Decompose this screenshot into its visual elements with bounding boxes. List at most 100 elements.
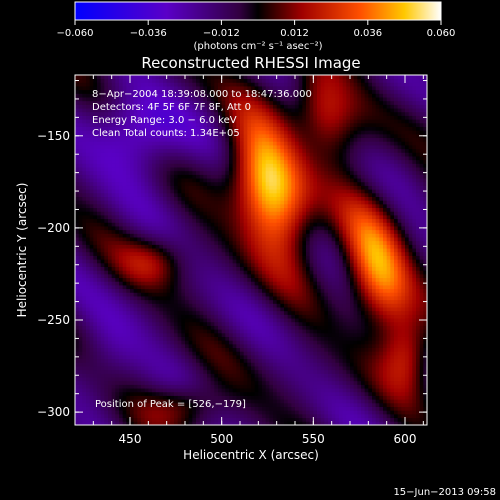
heatmap-cell [104,318,109,323]
heatmap-cell [214,78,219,83]
heatmap-cell [148,310,153,315]
heatmap-cell [115,137,120,142]
heatmap-cell [185,196,190,201]
heatmap-cell [196,358,201,363]
heatmap-cell [78,159,83,164]
heatmap-cell [174,152,179,157]
heatmap-cell [104,303,109,308]
heatmap-cell [174,285,179,290]
heatmap-cell [210,111,215,116]
heatmap-cell [225,388,230,393]
heatmap-cell [155,170,160,175]
heatmap-cell [251,226,256,231]
heatmap-cell [177,248,182,253]
heatmap-cell [196,285,201,290]
heatmap-cell [108,303,113,308]
heatmap-cell [148,262,153,267]
heatmap-cell [229,181,234,186]
heatmap-cell [262,203,267,209]
heatmap-cell [177,97,182,102]
heatmap-cell [196,380,201,385]
heatmap-cell [174,89,179,94]
heatmap-cell [133,111,138,116]
heatmap-cell [97,410,102,415]
heatmap-cell [170,395,175,400]
heatmap-cell [185,281,190,286]
heatmap-cell [174,196,179,201]
heatmap-cell [144,336,149,341]
heatmap-cell [115,388,120,393]
heatmap-cell [159,100,164,105]
heatmap-cell [155,196,160,201]
heatmap-cell [251,251,256,256]
heatmap-cell [225,207,230,212]
heatmap-cell [221,288,226,293]
heatmap-cell [137,100,142,105]
heatmap-cell [144,148,149,153]
heatmap-cell [188,310,193,315]
heatmap-cell [166,240,171,245]
heatmap-cell [229,277,234,282]
heatmap-cell [89,111,94,116]
heatmap-cell [254,292,259,297]
heatmap-cell [203,362,208,367]
heatmap-cell [163,262,168,267]
heatmap-cell [104,336,109,341]
heatmap-cell [126,137,131,142]
heatmap-cell [82,167,87,172]
heatmap-cell [133,122,138,127]
heatmap-cell [104,358,109,363]
heatmap-cell [240,273,245,279]
heatmap-cell [152,281,157,286]
heatmap-cell [78,321,83,326]
heatmap-cell [221,391,226,396]
heatmap-cell [166,189,171,194]
heatmap-cell [86,273,91,279]
heatmap-cell [247,122,252,127]
heatmap-cell [218,75,223,80]
heatmap-cell [232,233,237,238]
heatmap-cell [203,299,208,304]
heatmap-cell [133,115,138,120]
heatmap-cell [185,233,190,238]
heatmap-cell [177,89,182,94]
heatmap-cell [86,215,91,220]
heatmap-cell [97,288,102,293]
heatmap-cell [78,211,83,216]
heatmap-cell [247,347,252,352]
heatmap-cell [97,115,102,120]
heatmap-cell [115,244,120,249]
heatmap-cell [254,318,259,323]
heatmap-cell [100,321,105,326]
heatmap-cell [229,355,234,360]
heatmap-cell [97,159,102,164]
heatmap-cell [89,89,94,94]
heatmap-cell [258,388,263,393]
heatmap-cell [133,358,138,363]
heatmap-cell [163,310,168,315]
heatmap-cell [111,229,116,234]
heatmap-cell [108,340,113,345]
heatmap-cell [258,148,263,153]
heatmap-cell [148,207,153,212]
heatmap-cell [236,299,241,304]
heatmap-cell [181,395,186,400]
heatmap-cell [82,292,87,297]
heatmap-cell [210,355,215,360]
heatmap-cell [126,196,131,201]
heatmap-cell [155,141,160,146]
heatmap-cell [196,203,201,209]
heatmap-cell [170,222,175,227]
heatmap-cell [126,156,131,161]
heatmap-cell [122,343,127,349]
heatmap-cell [93,355,98,360]
heatmap-cell [214,207,219,212]
heatmap-cell [166,310,171,315]
heatmap-cell [93,270,98,275]
heatmap-cell [148,97,153,102]
heatmap-cell [93,203,98,209]
heatmap-cell [78,119,83,124]
heatmap-cell [75,259,80,264]
heatmap-cell [214,395,219,400]
heatmap-cell [115,178,120,183]
